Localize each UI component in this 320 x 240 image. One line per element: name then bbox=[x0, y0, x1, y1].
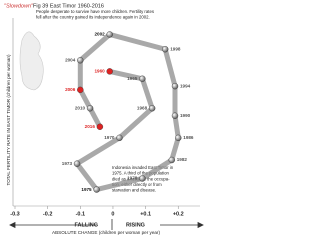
year-dot bbox=[106, 31, 113, 38]
year-dot bbox=[116, 134, 123, 142]
year-label: 1965 bbox=[127, 76, 138, 81]
title-tag: "Slowdown" bbox=[4, 3, 34, 9]
year-label: 1970 bbox=[104, 135, 115, 140]
x-tick-label: -0.1 bbox=[76, 211, 85, 217]
annotation-line: fell after the country gained its indepe… bbox=[36, 15, 150, 20]
figure-illustration bbox=[19, 31, 44, 91]
x-tick-label: -0.2 bbox=[43, 211, 52, 217]
direction-arrows bbox=[9, 221, 204, 229]
year-dot bbox=[162, 46, 169, 53]
year-label: 1982 bbox=[177, 157, 188, 162]
y-axis-title: TOTAL FERTILITY RATE IN EAST TIMOR (chil… bbox=[6, 54, 11, 185]
year-dot bbox=[139, 75, 146, 82]
year-dot bbox=[96, 123, 104, 130]
rising-label: RISING bbox=[126, 222, 145, 228]
year-label: 1978 bbox=[127, 176, 138, 181]
year-dot bbox=[93, 186, 100, 193]
x-tick-label: +0.1 bbox=[140, 211, 151, 217]
year-label: 1990 bbox=[180, 113, 191, 118]
year-label: 2006 bbox=[65, 87, 76, 92]
year-dot bbox=[171, 82, 179, 90]
year-dot bbox=[148, 105, 156, 112]
year-label: 1975 bbox=[81, 187, 92, 192]
annotation-line: starvation and disease. bbox=[112, 188, 156, 193]
annotation-line: People desperate to survive have more ch… bbox=[36, 9, 154, 14]
year-label: 1973 bbox=[62, 161, 73, 166]
year-label: 2010 bbox=[75, 106, 86, 111]
x-axis-title: ABSOLUTE CHANGE (children per woman per … bbox=[52, 230, 160, 235]
annotation-line: 1975. A third of the population bbox=[112, 171, 169, 176]
year-dot bbox=[106, 68, 113, 75]
year-dot bbox=[77, 86, 84, 94]
year-label: 2016 bbox=[85, 124, 96, 129]
year-dot bbox=[77, 57, 84, 64]
x-tick-label: +0.2 bbox=[173, 211, 184, 217]
year-label: 2004 bbox=[65, 58, 76, 63]
year-dot bbox=[86, 105, 94, 112]
year-label: 1994 bbox=[180, 83, 191, 88]
year-dot bbox=[73, 160, 81, 167]
annotation-line: tion, either directly or from bbox=[112, 182, 162, 187]
year-dot bbox=[171, 112, 179, 119]
chart: "Slowdown" Fig 39 East Timor 1960-2016 T… bbox=[4, 3, 204, 235]
annotation-line: Indonesia invaded East Timor in bbox=[112, 165, 174, 170]
falling-label: FALLING bbox=[74, 222, 98, 228]
year-label: 1998 bbox=[170, 46, 181, 51]
year-dot bbox=[139, 175, 146, 182]
year-dot bbox=[175, 134, 182, 142]
chart-title: Fig 39 East Timor 1960-2016 bbox=[33, 3, 104, 9]
year-label: 2002 bbox=[94, 32, 105, 37]
year-dot bbox=[168, 156, 175, 164]
year-label: 1960 bbox=[94, 69, 105, 74]
year-label: 1968 bbox=[137, 106, 148, 111]
x-tick-label: -0.3 bbox=[10, 211, 19, 217]
year-label: 1986 bbox=[183, 135, 194, 140]
x-tick-label: 0 bbox=[111, 211, 114, 217]
